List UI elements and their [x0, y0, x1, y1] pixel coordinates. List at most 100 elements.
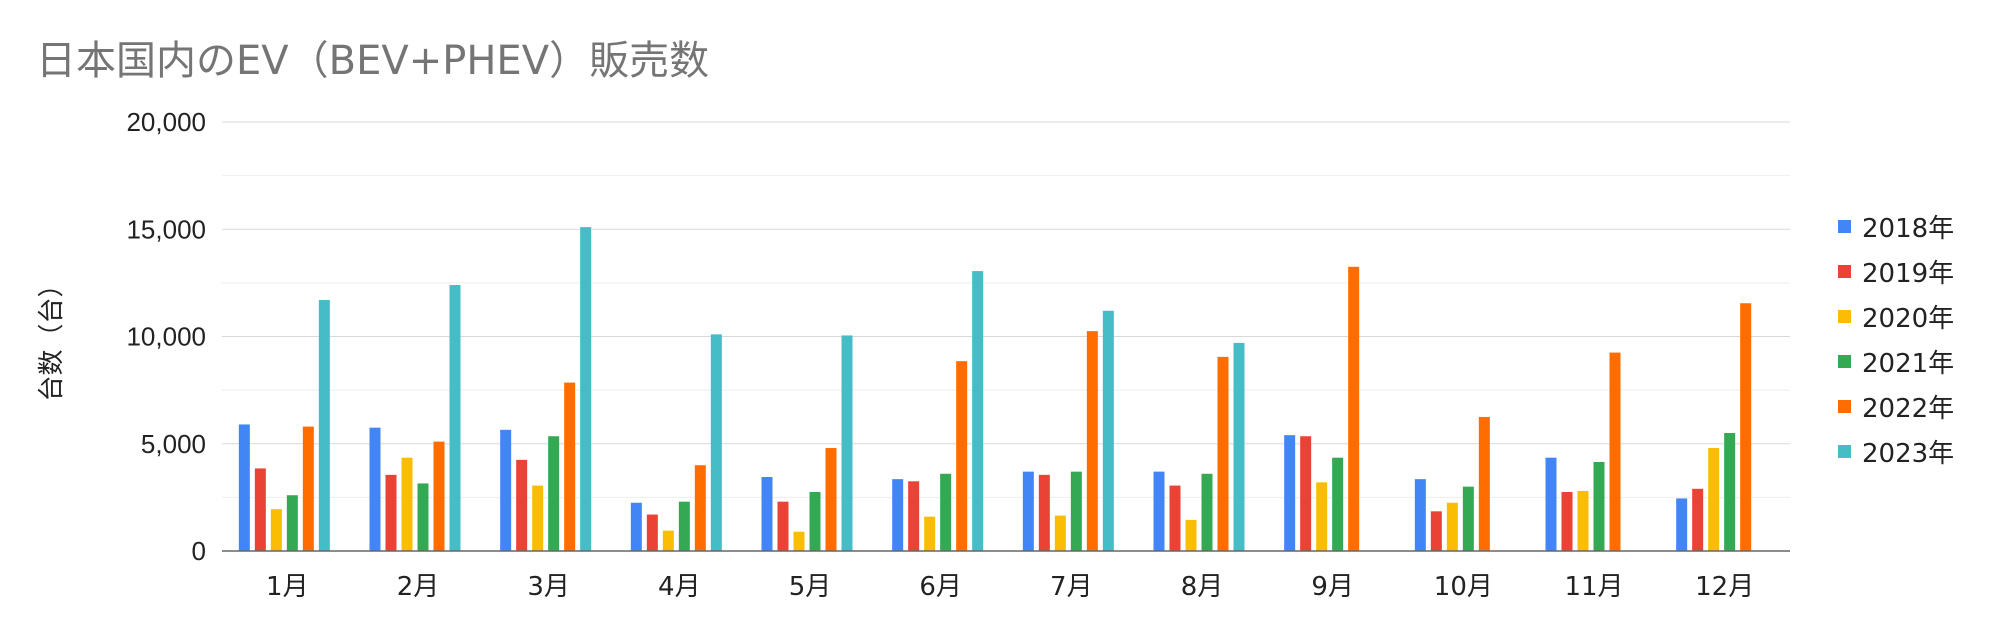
bar-2022年-3月	[564, 382, 576, 551]
bar-2020年-10月	[1446, 502, 1458, 551]
bar-2019年-3月	[516, 459, 528, 551]
bar-2023年-8月	[1233, 342, 1245, 551]
x-tick-label: 8月	[1181, 572, 1224, 602]
legend-label: 2023年	[1862, 439, 1954, 469]
bar-2023年-5月	[841, 335, 853, 551]
legend-swatch	[1838, 265, 1851, 278]
bar-2018年-6月	[892, 479, 904, 551]
bar-2019年-4月	[646, 514, 658, 551]
bar-2022年-2月	[433, 441, 445, 551]
bars	[238, 227, 1752, 552]
x-tick-label: 7月	[1050, 572, 1093, 602]
x-tick-label: 5月	[789, 572, 832, 602]
bar-2022年-1月	[302, 426, 314, 551]
bar-2019年-11月	[1561, 492, 1573, 551]
bar-2023年-4月	[710, 334, 722, 551]
x-tick-label: 1月	[266, 572, 309, 602]
y-tick-label: 10,000	[126, 322, 206, 352]
bar-2022年-11月	[1609, 352, 1621, 551]
bar-2018年-7月	[1022, 471, 1034, 551]
bar-2021年-4月	[678, 501, 690, 551]
legend-label: 2018年	[1862, 214, 1954, 244]
x-axis-ticks: 1月 2月 3月 4月 5月 6月 7月 8月 9月 10月 11月 12月	[266, 572, 1754, 602]
bar-2021年-2月	[417, 483, 429, 551]
bar-2018年-5月	[761, 476, 773, 551]
bar-2018年-9月	[1284, 435, 1296, 551]
bar-2018年-2月	[369, 427, 381, 551]
bar-2022年-4月	[694, 465, 706, 551]
bar-2020年-6月	[924, 516, 936, 551]
bar-2020年-2月	[401, 457, 413, 551]
bar-2019年-10月	[1430, 511, 1442, 551]
bar-2020年-8月	[1185, 519, 1197, 551]
bar-2021年-8月	[1201, 473, 1213, 551]
legend-swatch	[1838, 400, 1851, 413]
bar-2018年-12月	[1676, 498, 1688, 551]
x-tick-label: 2月	[397, 572, 440, 602]
bar-2022年-5月	[825, 448, 837, 551]
bar-2023年-2月	[449, 285, 461, 551]
bar-2019年-5月	[777, 501, 789, 551]
bar-2018年-8月	[1153, 471, 1165, 551]
bar-2023年-7月	[1102, 310, 1114, 551]
legend-label: 2022年	[1862, 394, 1954, 424]
bar-2022年-8月	[1217, 356, 1229, 551]
y-axis-ticks: 0 5,000 10,000 15,000 20,000	[126, 107, 206, 566]
bar-2018年-11月	[1545, 457, 1557, 551]
gridlines	[222, 121, 1790, 498]
bar-2018年-4月	[630, 502, 642, 551]
bar-2022年-6月	[956, 361, 968, 551]
bar-2018年-10月	[1414, 479, 1426, 551]
y-tick-label: 15,000	[126, 214, 206, 244]
bar-2020年-3月	[532, 485, 544, 551]
bar-2020年-5月	[793, 531, 805, 551]
bar-2019年-8月	[1169, 485, 1181, 551]
y-tick-label: 5,000	[141, 429, 206, 459]
legend-swatch	[1838, 220, 1851, 233]
x-tick-label: 10月	[1434, 572, 1493, 602]
bar-2021年-5月	[809, 492, 821, 551]
bar-2020年-11月	[1577, 490, 1589, 551]
y-tick-label: 0	[192, 536, 206, 566]
bar-2021年-12月	[1724, 433, 1736, 551]
legend-swatch	[1838, 310, 1851, 323]
bar-2023年-1月	[318, 300, 330, 551]
legend-swatch	[1838, 355, 1851, 368]
y-tick-label: 20,000	[126, 107, 206, 137]
bar-2019年-12月	[1692, 488, 1704, 551]
bar-2019年-6月	[908, 481, 920, 551]
bar-2019年-7月	[1038, 474, 1050, 551]
bar-2021年-6月	[940, 473, 952, 551]
bar-2020年-7月	[1054, 515, 1066, 551]
legend: 2018年 2019年 2020年 2021年 2022年 2023年	[1838, 214, 1954, 469]
bar-2021年-1月	[286, 495, 298, 551]
bar-2019年-1月	[254, 468, 266, 551]
bar-2022年-10月	[1478, 416, 1490, 551]
bar-2021年-7月	[1070, 471, 1082, 551]
x-tick-label: 3月	[527, 572, 570, 602]
bar-2023年-3月	[580, 227, 592, 552]
bar-2022年-7月	[1086, 331, 1098, 551]
legend-label: 2020年	[1862, 304, 1954, 334]
bar-2018年-3月	[500, 429, 512, 551]
bar-2022年-12月	[1740, 303, 1752, 551]
bar-2021年-10月	[1462, 486, 1474, 551]
y-axis-label: 台数（台）	[37, 271, 67, 401]
legend-swatch	[1838, 445, 1851, 458]
legend-label: 2019年	[1862, 259, 1954, 289]
chart-title: 日本国内のEV（BEV+PHEV）販売数	[36, 38, 710, 84]
x-tick-label: 11月	[1564, 572, 1623, 602]
bar-2020年-9月	[1316, 482, 1328, 551]
bar-2022年-9月	[1348, 266, 1360, 551]
x-tick-label: 6月	[919, 572, 962, 602]
bar-2020年-12月	[1708, 448, 1720, 551]
x-tick-label: 4月	[658, 572, 701, 602]
legend-label: 2021年	[1862, 349, 1954, 379]
bar-2020年-1月	[270, 509, 282, 551]
bar-2020年-4月	[662, 530, 674, 551]
bar-2019年-2月	[385, 474, 397, 551]
x-tick-label: 9月	[1311, 572, 1354, 602]
bar-2021年-11月	[1593, 461, 1605, 551]
bar-2023年-6月	[972, 271, 984, 551]
